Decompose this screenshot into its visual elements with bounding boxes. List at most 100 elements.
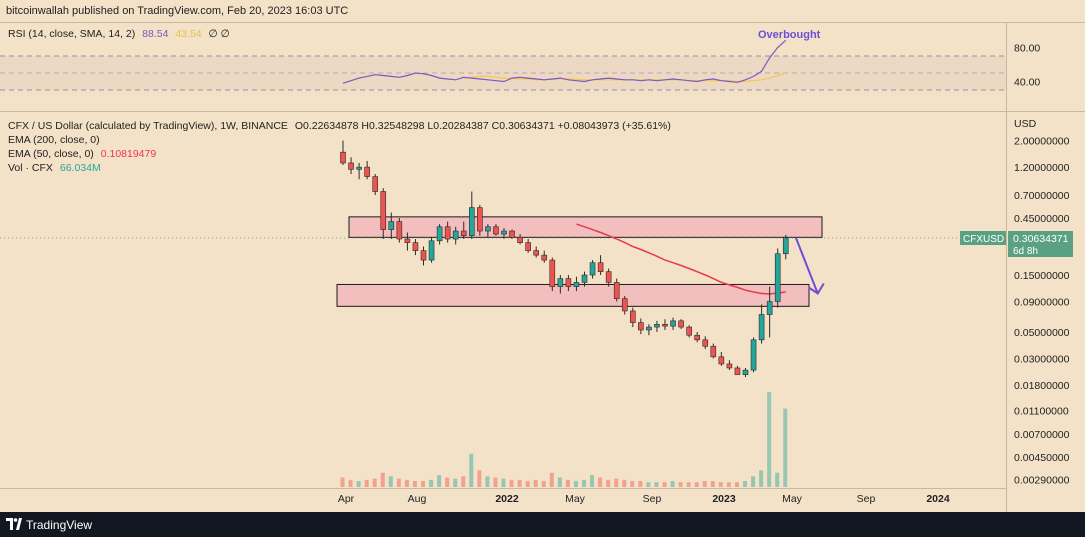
time-tick-label: Sep <box>643 493 662 505</box>
volume-bar <box>509 479 514 487</box>
candle-body <box>581 274 588 283</box>
volume-bar <box>606 479 611 487</box>
volume-bar <box>445 477 450 487</box>
symbol-tag <box>960 231 1006 246</box>
candle-body <box>493 226 499 235</box>
zones-group <box>336 216 823 307</box>
volume-bar <box>590 475 595 487</box>
candle-body <box>758 314 765 341</box>
candle-body <box>710 345 717 358</box>
volume-bar <box>541 481 546 487</box>
candle-body <box>372 176 379 192</box>
rsi-tick-label: 40.00 <box>1014 77 1040 89</box>
tradingview-logo-icon <box>6 518 22 530</box>
price-tick-label: 2.00000000 <box>1014 136 1070 148</box>
candle-body <box>565 278 572 287</box>
projection-arrow-line <box>794 236 819 294</box>
volume-bar <box>759 470 764 487</box>
price-tick-label: 0.05000000 <box>1014 327 1070 339</box>
price-tick-label: 0.00450000 <box>1014 452 1070 464</box>
candle-body <box>468 207 475 236</box>
currency-label: USD <box>1014 118 1037 130</box>
volume-bar <box>469 453 474 487</box>
candle-body <box>613 282 620 299</box>
candle-body <box>597 262 604 272</box>
candle-body <box>396 221 403 240</box>
candle-body <box>364 166 370 177</box>
candle-body <box>485 226 491 232</box>
volume-bar <box>429 479 434 487</box>
volume-bar <box>404 479 409 487</box>
volume-bar <box>533 479 538 487</box>
volume-bar <box>783 408 788 487</box>
candle-body <box>646 326 652 331</box>
candle-body <box>404 238 411 243</box>
candle-body <box>444 226 451 240</box>
symbol-tag-text: CFXUSD <box>963 234 1004 245</box>
volume-bar <box>775 472 780 487</box>
rsi-legend: RSI (14, close, SMA, 14, 2) 88.54 43.54 … <box>8 28 230 40</box>
volume-bar <box>638 481 643 487</box>
volume-bar <box>718 482 723 487</box>
candle-body <box>718 356 725 365</box>
ohlc-close: C0.30634371 <box>491 120 555 132</box>
candle-body <box>509 230 515 238</box>
footer-brand: TradingView <box>26 518 93 532</box>
volume-bar <box>662 482 667 487</box>
volume-bar <box>678 482 683 487</box>
price-tick-label: 0.00700000 <box>1014 429 1070 441</box>
annotations-group <box>794 236 825 295</box>
candle-body <box>726 363 733 369</box>
candle-body <box>388 221 395 230</box>
candle-body <box>662 323 668 327</box>
candle-body <box>549 259 556 287</box>
volume-bar <box>421 481 425 487</box>
price-tick-label: 0.45000000 <box>1014 213 1070 225</box>
rsi-value: 88.54 <box>142 28 169 40</box>
overbought-label: Overbought <box>758 29 821 41</box>
candle-body <box>694 334 701 341</box>
volume-value: 66.034M <box>59 162 101 174</box>
price-tick-label: 0.09000000 <box>1014 297 1070 309</box>
price-tick-label: 0.70000000 <box>1014 190 1070 202</box>
ema50-legend: EMA (50, close, 0) 0.10819479 <box>8 148 156 160</box>
price-tick-label: 0.01800000 <box>1014 380 1070 392</box>
time-tick-label: May <box>782 493 803 505</box>
candle-body <box>774 253 781 302</box>
ema50-value: 0.10819479 <box>100 148 157 160</box>
ohlc-change: +0.08043973 (+35.61%) <box>557 120 671 132</box>
ohlc-open: O0.22634878 <box>294 120 359 132</box>
price-tag <box>1008 231 1073 258</box>
candle-body <box>702 339 709 347</box>
volume-bar <box>630 481 635 487</box>
symbol-legend: CFX / US Dollar (calculated by TradingVi… <box>8 120 671 132</box>
candle-body <box>734 367 741 375</box>
price-tick-label: 0.03000000 <box>1014 354 1070 366</box>
chart-svg: 80.00 40.00 Overbought CFXUSD 0.306343716d … <box>0 22 1085 512</box>
candle-body <box>348 162 354 170</box>
candle-body <box>589 262 596 276</box>
time-tick-label: May <box>565 493 586 505</box>
candle-body <box>557 278 564 287</box>
candle-body <box>573 282 580 287</box>
symbol-title: CFX / US Dollar (calculated by TradingVi… <box>8 120 288 132</box>
rsi-sma-value: 43.54 <box>175 28 202 40</box>
candle-body <box>621 298 628 312</box>
footer-bar: TradingView <box>0 512 1085 537</box>
volume-bar <box>622 479 627 487</box>
candle-body <box>356 166 362 170</box>
volume-bar <box>412 481 417 487</box>
volume-bar <box>767 392 772 487</box>
candle-body <box>460 230 467 236</box>
candle-body <box>605 271 612 283</box>
time-tick-label: Sep <box>857 493 876 505</box>
time-tick-label: 2023 <box>712 493 736 505</box>
price-tag-text: 0.30634371 <box>1013 233 1069 245</box>
time-tick-label: Apr <box>338 493 355 505</box>
candle-body <box>750 339 757 371</box>
volume-bar <box>734 482 739 487</box>
volume-bar <box>549 472 554 487</box>
candle-body <box>742 369 749 375</box>
price-tick-label: 1.20000000 <box>1014 162 1070 174</box>
